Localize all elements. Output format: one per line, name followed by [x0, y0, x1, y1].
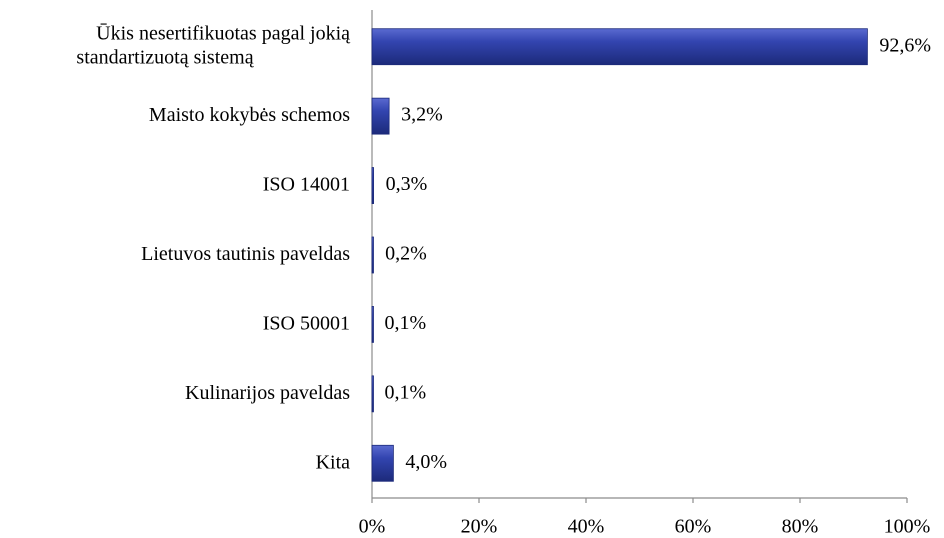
y-tick-label: Kulinarijos paveldas: [185, 381, 350, 403]
y-tick-label: ISO 50001: [263, 312, 350, 334]
bar: [371, 306, 374, 343]
value-label: 0,3%: [386, 173, 428, 195]
label-line: ISO 14001: [263, 173, 350, 195]
value-label: 0,2%: [385, 243, 427, 265]
bar: [371, 28, 868, 66]
x-tick-label: 40%: [568, 516, 605, 538]
value-label: 3,2%: [401, 104, 443, 126]
label-line: Maisto kokybės schemos: [149, 104, 350, 126]
value-label: 0,1%: [385, 381, 427, 403]
y-tick-label: Maisto kokybės schemos: [149, 104, 350, 126]
label-line: Kulinarijos paveldas: [185, 381, 350, 403]
label-line: ISO 50001: [263, 312, 350, 334]
label-line: Lietuvos tautinis paveldas: [141, 243, 350, 265]
bar: [371, 236, 374, 274]
label-line: Kita: [316, 451, 351, 473]
value-label: 92,6%: [879, 34, 931, 56]
y-tick-label: Kita: [316, 451, 351, 473]
bar: [371, 444, 394, 482]
bar: [371, 97, 390, 135]
x-tick-label: 60%: [675, 516, 712, 538]
value-label: 0,1%: [385, 312, 427, 334]
x-tick-label: 20%: [461, 516, 498, 538]
label-line: Ūkis nesertifikuotas pagal jokią: [96, 22, 351, 44]
y-tick-label: Ūkis nesertifikuotas pagal jokią standart…: [76, 22, 351, 68]
x-tick-label: 80%: [782, 516, 819, 538]
label-line: standartizuotą sistemą: [76, 46, 254, 68]
bar: [371, 167, 375, 204]
y-tick-label: ISO 14001: [263, 173, 350, 195]
x-tick-label: 0%: [359, 516, 386, 538]
y-tick-label: Lietuvos tautinis paveldas: [141, 243, 350, 265]
x-tick-label: 100%: [884, 516, 931, 538]
value-label: 4,0%: [405, 451, 447, 473]
bar: [371, 375, 374, 413]
